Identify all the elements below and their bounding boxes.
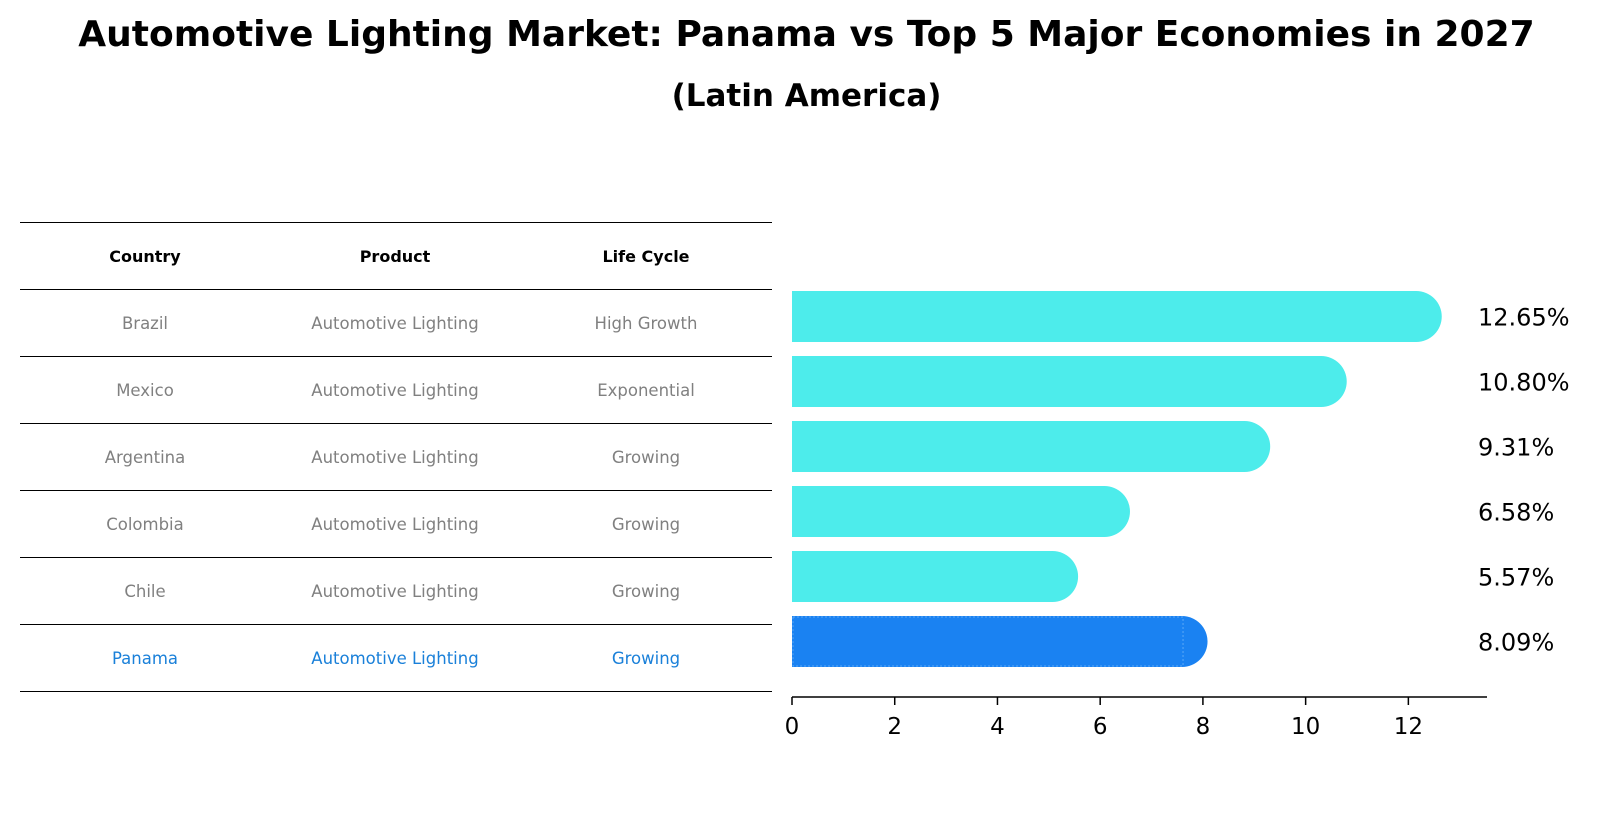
table-row-highlighted: Panama Automotive Lighting Growing <box>20 625 772 692</box>
header-life-cycle: Life Cycle <box>602 246 690 266</box>
x-tick-label: 0 <box>785 714 800 740</box>
data-label: 8.09% <box>1478 629 1554 657</box>
data-label: 10.80% <box>1478 369 1570 397</box>
cell-life-cycle: Growing <box>611 447 681 467</box>
data-label: 6.58% <box>1478 499 1554 527</box>
cell-product: Automotive Lighting <box>311 313 479 333</box>
data-label: 5.57% <box>1478 564 1554 592</box>
header-country: Country <box>109 246 181 266</box>
x-tick-label: 12 <box>1394 714 1423 740</box>
table-row: Brazil Automotive Lighting High Growth <box>20 290 772 357</box>
x-tick-label: 10 <box>1291 714 1320 740</box>
cell-country: Brazil <box>121 313 169 333</box>
cell-country: Panama <box>111 648 179 668</box>
cell-product: Automotive Lighting <box>311 648 479 668</box>
cell-product: Automotive Lighting <box>311 581 479 601</box>
cell-product: Automotive Lighting <box>311 447 479 467</box>
x-tick-label: 4 <box>990 714 1005 740</box>
x-tick-label: 6 <box>1093 714 1108 740</box>
chart-title: Automotive Lighting Market: Panama vs To… <box>78 14 1535 55</box>
cell-life-cycle: Growing <box>611 648 681 668</box>
bar <box>792 551 1079 602</box>
chart-subtitle: (Latin America) <box>671 78 942 114</box>
bar <box>792 291 1442 342</box>
cell-country: Colombia <box>106 514 184 534</box>
bar-highlight-outline <box>792 616 1184 667</box>
header-product: Product <box>359 246 431 266</box>
data-table: Country Product Life Cycle Brazil Automo… <box>20 222 772 692</box>
cell-life-cycle: Growing <box>611 514 681 534</box>
x-tick-label: 8 <box>1196 714 1211 740</box>
data-label: 12.65% <box>1478 304 1570 332</box>
bar <box>792 356 1347 407</box>
cell-product: Automotive Lighting <box>311 514 479 534</box>
table-header-row: Country Product Life Cycle <box>20 222 772 290</box>
bar <box>792 486 1130 537</box>
table-row: Chile Automotive Lighting Growing <box>20 558 772 625</box>
table-row: Argentina Automotive Lighting Growing <box>20 424 772 491</box>
x-tick-label: 2 <box>887 714 902 740</box>
table-row: Colombia Automotive Lighting Growing <box>20 491 772 558</box>
cell-country: Argentina <box>104 447 186 467</box>
bar-chart: 12.65% 10.80% 9.31% 6.58% 5.57% 8.09% 0 2 4 6 8 10 1… <box>785 291 1570 740</box>
cell-product: Automotive Lighting <box>311 380 479 400</box>
table-row: Mexico Automotive Lighting Exponential <box>20 357 772 424</box>
cell-life-cycle: High Growth <box>594 313 698 333</box>
cell-country: Chile <box>124 581 166 601</box>
cell-life-cycle: Growing <box>611 581 681 601</box>
cell-country: Mexico <box>116 380 174 400</box>
bar <box>792 421 1271 472</box>
data-label: 9.31% <box>1478 434 1554 462</box>
bar-highlight <box>792 616 1208 667</box>
cell-life-cycle: Exponential <box>597 380 695 400</box>
